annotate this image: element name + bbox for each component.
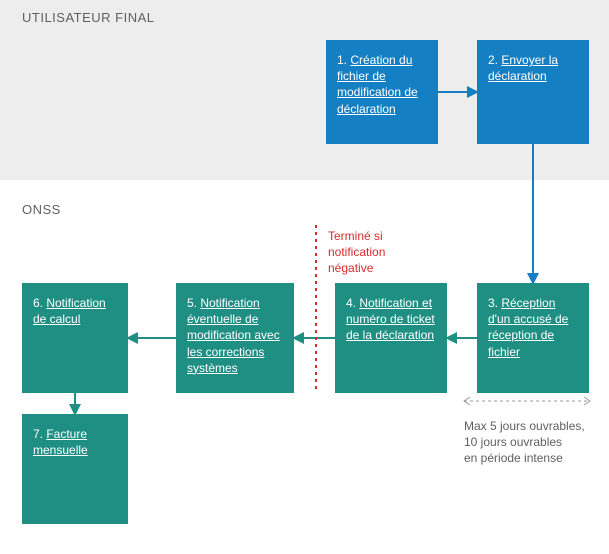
flowchart-canvas: UTILISATEUR FINAL ONSS 1. Création du fi…: [0, 0, 609, 554]
flow-box-b7-num: 7.: [33, 427, 46, 441]
flow-box-b6-num: 6.: [33, 296, 46, 310]
flow-box-b2-num: 2.: [488, 53, 501, 67]
flow-box-b1: 1. Création du fichier de modification d…: [326, 40, 438, 144]
note-terminated: Terminé si notification négative: [328, 228, 385, 277]
note-timespan-line2: 10 jours ouvrables: [464, 435, 562, 449]
flow-box-b3-label: Réception d'un accusé de réception de fi…: [488, 296, 568, 359]
flow-box-b1-label: Création du fichier de modification de d…: [337, 53, 418, 116]
flow-box-b3-num: 3.: [488, 296, 501, 310]
note-timespan-line1: Max 5 jours ouvrables,: [464, 419, 585, 433]
note-terminated-line1: Terminé si: [328, 229, 383, 243]
flow-box-b6: 6. Notification de calcul: [22, 283, 128, 393]
flow-box-b5-num: 5.: [187, 296, 200, 310]
flow-box-b4-num: 4.: [346, 296, 359, 310]
flow-box-b5-label: Notification éventuelle de modification …: [187, 296, 280, 375]
flow-box-b2: 2. Envoyer la déclaration: [477, 40, 589, 144]
flow-box-b3: 3. Réception d'un accusé de réception de…: [477, 283, 589, 393]
note-terminated-line2: notification: [328, 245, 385, 259]
flow-box-b5: 5. Notification éventuelle de modificati…: [176, 283, 294, 393]
section-user-label: UTILISATEUR FINAL: [22, 10, 155, 25]
note-timespan: Max 5 jours ouvrables, 10 jours ouvrable…: [464, 418, 585, 467]
note-terminated-line3: négative: [328, 261, 373, 275]
note-timespan-line3: en période intense: [464, 451, 563, 465]
flow-box-b1-num: 1.: [337, 53, 350, 67]
section-onss-label: ONSS: [22, 202, 61, 217]
flow-box-b4: 4. Notification et numéro de ticket de l…: [335, 283, 447, 393]
flow-box-b4-label: Notification et numéro de ticket de la d…: [346, 296, 435, 342]
flow-box-b7: 7. Facture mensuelle: [22, 414, 128, 524]
